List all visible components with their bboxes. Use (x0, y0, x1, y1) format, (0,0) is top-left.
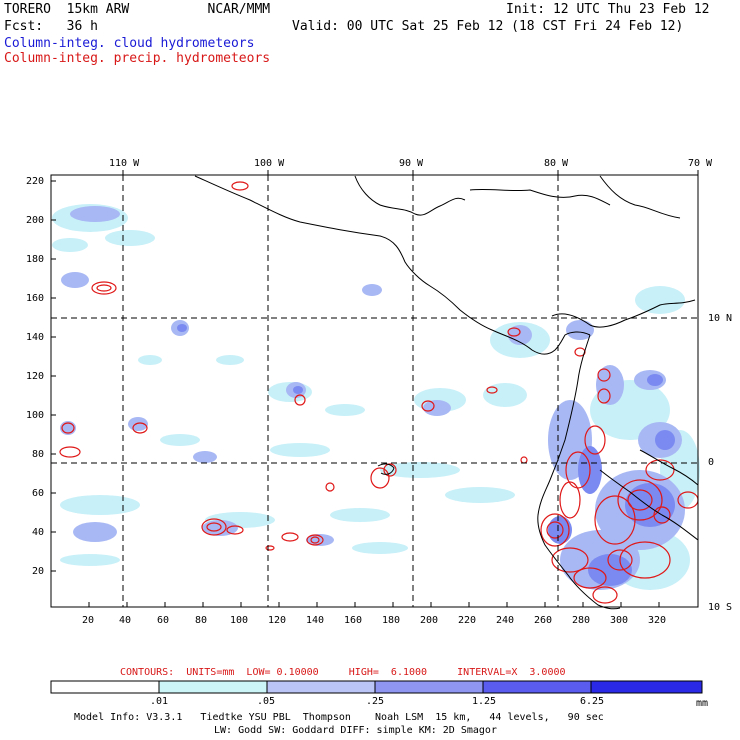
y-tick-label: 60 (32, 488, 45, 499)
y-tick-label: 80 (32, 449, 45, 460)
colorbar-bin (374, 680, 484, 694)
colorbar-bin (590, 680, 703, 694)
y-tick-label: 140 (26, 332, 45, 343)
y-tick-label: 40 (32, 527, 45, 538)
x-tick-label: 200 (420, 615, 439, 626)
contour-info: CONTOURS: UNITS=mm LOW= 0.10000 HIGH= 6.… (120, 667, 566, 678)
valid-time: Valid: 00 UTC Sat 25 Feb 12 (18 CST Fri … (292, 19, 684, 34)
colorbar-bin (266, 680, 376, 694)
lat-label-0: 0 (708, 457, 715, 468)
colorbar-bin (50, 680, 160, 694)
x-tick-label: 100 (230, 615, 249, 626)
precip-contours (59, 181, 699, 604)
field-cloud-label: Column-integ. cloud hydrometeors (4, 36, 255, 51)
x-tick-label: 40 (119, 615, 132, 626)
colorbar-label: .25 (366, 696, 385, 707)
x-tick-label: 180 (382, 615, 401, 626)
x-tick-label: 60 (157, 615, 170, 626)
colorbar-label: .05 (257, 696, 276, 707)
cloud-shading-mid (60, 206, 685, 590)
field-precip-label: Column-integ. precip. hydrometeors (4, 51, 271, 66)
x-tick-label: 20 (82, 615, 95, 626)
left-tick-marks (51, 180, 56, 572)
lon-label-90w: 90 W (399, 158, 424, 169)
lon-label-80w: 80 W (544, 158, 569, 169)
physics-info: LW: Godd SW: Goddard DIFF: simple KM: 2D… (214, 725, 497, 736)
lon-label-100w: 100 W (254, 158, 285, 169)
y-tick-label: 180 (26, 254, 45, 265)
y-tick-label: 100 (26, 410, 45, 421)
top-tick-marks (122, 170, 699, 175)
forecast-hour: Fcst: 36 h (4, 19, 98, 34)
colorbar (50, 680, 703, 694)
x-tick-label: 240 (496, 615, 515, 626)
colorbar-label: .01 (150, 696, 169, 707)
colorbar-bin (158, 680, 268, 694)
y-tick-label: 120 (26, 371, 45, 382)
x-tick-label: 80 (195, 615, 208, 626)
latlon-grid (51, 175, 698, 607)
colorbar-label: 6.25 (580, 696, 605, 707)
lat-label-10s: 10 S (708, 602, 733, 613)
map-frame (50, 174, 699, 608)
model-info: Model Info: V3.3.1 Tiedtke YSU PBL Thomp… (74, 712, 604, 723)
colorbar-label: 1.25 (472, 696, 497, 707)
y-tick-label: 20 (32, 566, 45, 577)
x-tick-label: 300 (610, 615, 629, 626)
coastlines (194, 175, 699, 610)
init-time: Init: 12 UTC Thu 23 Feb 12 (506, 2, 710, 17)
colorbar-bin (482, 680, 592, 694)
x-tick-label: 220 (458, 615, 477, 626)
x-tick-label: 260 (534, 615, 553, 626)
bottom-tick-marks (88, 602, 660, 607)
x-tick-label: 120 (268, 615, 287, 626)
y-tick-label: 220 (26, 176, 45, 187)
x-tick-label: 140 (306, 615, 325, 626)
lon-label-70w: 70 W (688, 158, 713, 169)
model-title: TORERO 15km ARW NCAR/MMM (4, 2, 271, 17)
x-tick-label: 280 (572, 615, 591, 626)
lat-label-10n: 10 N (708, 313, 733, 324)
x-tick-label: 160 (344, 615, 363, 626)
lon-label-110w: 110 W (109, 158, 140, 169)
colorbar-units: mm (696, 698, 709, 709)
y-tick-label: 200 (26, 215, 45, 226)
y-tick-label: 160 (26, 293, 45, 304)
x-tick-label: 320 (648, 615, 667, 626)
